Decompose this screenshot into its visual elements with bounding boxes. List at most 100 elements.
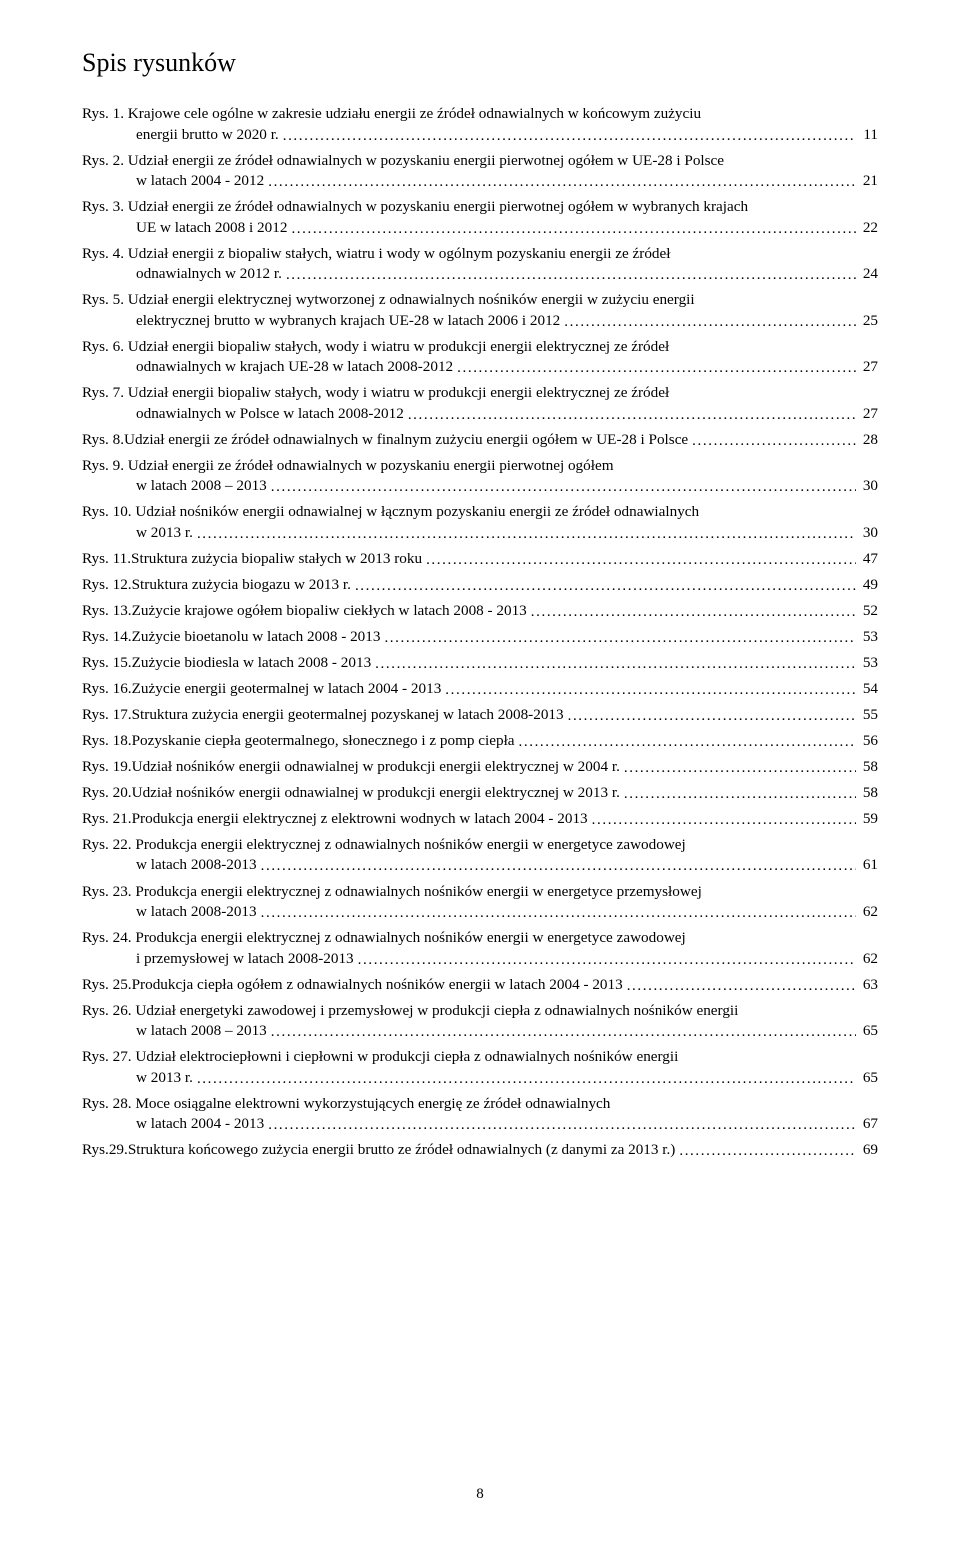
- toc-leader-dots: ........................................…: [257, 856, 856, 876]
- toc-leader-dots: ........................................…: [351, 576, 856, 596]
- toc-entry: Rys. 22. Produkcja energii elektrycznej …: [82, 835, 878, 876]
- toc-entry: Rys. 19. Udział nośników energii odnawia…: [82, 757, 878, 778]
- toc-entry-line2: i przemysłowej w latach 2008-2013.......…: [82, 949, 878, 970]
- toc-entry-text: w latach 2008-2013: [136, 855, 257, 876]
- toc-entry: Rys. 6. Udział energii biopaliw stałych,…: [82, 337, 878, 378]
- toc-leader-dots: ........................................…: [380, 628, 856, 648]
- toc-entry: Rys. 1. Krajowe cele ogólne w zakresie u…: [82, 104, 878, 145]
- toc-leader-dots: ........................................…: [287, 219, 856, 239]
- toc-entry: Rys. 9. Udział energii ze źródeł odnawia…: [82, 456, 878, 497]
- toc-entry-text: w latach 2008 – 2013: [136, 476, 267, 497]
- toc-entry: Rys. 3. Udział energii ze źródeł odnawia…: [82, 197, 878, 238]
- toc-entry-row: Rys. 21. Produkcja energii elektrycznej …: [82, 809, 878, 830]
- toc-entry-row: Rys. 25. Produkcja ciepła ogółem z odnaw…: [82, 975, 878, 996]
- toc-entry-row: Rys. 17. Struktura zużycia energii geote…: [82, 705, 878, 726]
- toc-entry-text: elektrycznej brutto w wybranych krajach …: [136, 311, 560, 332]
- toc-entry-line1: Rys. 23. Produkcja energii elektrycznej …: [82, 882, 878, 903]
- toc-entry: Rys. 12. Struktura zużycia biogazu w 201…: [82, 575, 878, 596]
- toc-entry-line2: w latach 2008-2013......................…: [82, 855, 878, 876]
- toc-entry-row: Rys. 12. Struktura zużycia biogazu w 201…: [82, 575, 878, 596]
- toc-entry-text: Struktura końcowego zużycia energii brut…: [128, 1140, 676, 1161]
- toc-entry-line2: w 2013 r. ..............................…: [82, 1068, 878, 1089]
- toc-entry-text: w 2013 r.: [136, 523, 193, 544]
- toc-entry-page: 69: [856, 1140, 878, 1161]
- toc-leader-dots: ........................................…: [675, 1141, 856, 1161]
- toc-leader-dots: ........................................…: [264, 1115, 856, 1135]
- toc-entry-text: odnawialnych w 2012 r.: [136, 264, 282, 285]
- toc-entry-page: 61: [856, 855, 878, 876]
- toc-entry-label: Rys. 12.: [82, 575, 132, 596]
- toc-entry-line1: Rys. 28. Moce osiągalne elektrowni wykor…: [82, 1094, 878, 1115]
- toc-entry-page: 58: [856, 783, 878, 804]
- toc-entry-page: 67: [856, 1114, 878, 1135]
- toc-leader-dots: ........................................…: [257, 903, 856, 923]
- toc-entry: Rys. 14. Zużycie bioetanolu w latach 200…: [82, 627, 878, 648]
- toc-entry-text: Udział nośników energii odnawialnej w pr…: [132, 757, 620, 778]
- toc-entry-row: Rys. 16. Zużycie energii geotermalnej w …: [82, 679, 878, 700]
- toc-entry-label: Rys. 15.: [82, 653, 132, 674]
- toc-entry-text: UE w latach 2008 i 2012: [136, 218, 287, 239]
- toc-entry-page: 65: [856, 1068, 878, 1089]
- toc-entry-text: w 2013 r.: [136, 1068, 193, 1089]
- toc-entry-page: 21: [856, 171, 878, 192]
- toc-entry-line2: UE w latach 2008 i 2012.................…: [82, 218, 878, 239]
- toc-entry: Rys. 2. Udział energii ze źródeł odnawia…: [82, 151, 878, 192]
- toc-entry-line1: Rys. 22. Produkcja energii elektrycznej …: [82, 835, 878, 856]
- toc-entry-page: 53: [856, 653, 878, 674]
- toc-entry-page: 56: [856, 731, 878, 752]
- toc-entry: Rys. 28. Moce osiągalne elektrowni wykor…: [82, 1094, 878, 1135]
- toc-entry: Rys. 26. Udział energetyki zawodowej i p…: [82, 1001, 878, 1042]
- toc-entry-text: Zużycie bioetanolu w latach 2008 - 2013: [132, 627, 381, 648]
- toc-entry-page: 49: [856, 575, 878, 596]
- toc-entry-text: Produkcja energii elektrycznej z elektro…: [132, 809, 588, 830]
- toc-entry-text: w latach 2004 - 2012: [136, 171, 264, 192]
- toc-leader-dots: ........................................…: [620, 758, 856, 778]
- toc-entry-text: Struktura zużycia biopaliw stałych w 201…: [131, 549, 422, 570]
- toc-entry-label: Rys. 16.: [82, 679, 132, 700]
- toc-entry-line1: Rys. 9. Udział energii ze źródeł odnawia…: [82, 456, 878, 477]
- toc-entry-page: 28: [856, 430, 878, 451]
- toc-entry-row: Rys. 19. Udział nośników energii odnawia…: [82, 757, 878, 778]
- toc-entry: Rys. 24. Produkcja energii elektrycznej …: [82, 928, 878, 969]
- toc-leader-dots: ........................................…: [623, 976, 856, 996]
- toc-entry-page: 59: [856, 809, 878, 830]
- toc-leader-dots: ........................................…: [404, 405, 856, 425]
- toc-entry-line2: odnawialnych w krajach UE-28 w latach 20…: [82, 357, 878, 378]
- toc-entry-page: 27: [856, 404, 878, 425]
- toc-entry: Rys. 5. Udział energii elektrycznej wytw…: [82, 290, 878, 331]
- toc-entry-line2: energii brutto w 2020 r.................…: [82, 125, 878, 146]
- toc-leader-dots: ........................................…: [282, 265, 856, 285]
- toc-leader-dots: ........................................…: [422, 550, 856, 570]
- toc-entry-text: Struktura zużycia energii geotermalnej p…: [132, 705, 564, 726]
- toc-entry: Rys. 25. Produkcja ciepła ogółem z odnaw…: [82, 975, 878, 996]
- toc-entry-page: 27: [856, 357, 878, 378]
- toc-entry-line1: Rys. 4. Udział energii z biopaliw stałyc…: [82, 244, 878, 265]
- toc-entry-page: 55: [856, 705, 878, 726]
- toc-entry: Rys. 27. Udział elektrociepłowni i ciepł…: [82, 1047, 878, 1088]
- toc-entry: Rys. 21. Produkcja energii elektrycznej …: [82, 809, 878, 830]
- toc-entry-page: 62: [856, 902, 878, 923]
- toc-entry-text: w latach 2004 - 2013: [136, 1114, 264, 1135]
- toc-entry-label: Rys.29.: [82, 1140, 128, 1161]
- toc-title: Spis rysunków: [82, 48, 878, 78]
- toc-entry-page: 65: [856, 1021, 878, 1042]
- toc-entry-page: 54: [856, 679, 878, 700]
- toc-entry-page: 30: [856, 523, 878, 544]
- toc-entry: Rys. 20. Udział nośników energii odnawia…: [82, 783, 878, 804]
- document-page: Spis rysunków Rys. 1. Krajowe cele ogóln…: [0, 0, 960, 1543]
- toc-entry-text: Zużycie krajowe ogółem biopaliw ciekłych…: [132, 601, 527, 622]
- toc-entry: Rys. 23. Produkcja energii elektrycznej …: [82, 882, 878, 923]
- toc-entry-line1: Rys. 10. Udział nośników energii odnawia…: [82, 502, 878, 523]
- toc-leader-dots: ........................................…: [620, 784, 856, 804]
- toc-leader-dots: ........................................…: [279, 126, 856, 146]
- toc-entry: Rys. 13. Zużycie krajowe ogółem biopaliw…: [82, 601, 878, 622]
- toc-entry-text: energii brutto w 2020 r.: [136, 125, 279, 146]
- toc-entry-row: Rys. 14. Zużycie bioetanolu w latach 200…: [82, 627, 878, 648]
- toc-entry-page: 30: [856, 476, 878, 497]
- toc-entry-page: 58: [856, 757, 878, 778]
- toc-entry: Rys. 8. Udział energii ze źródeł odnawia…: [82, 430, 878, 451]
- toc-leader-dots: ........................................…: [371, 654, 856, 674]
- toc-entry-page: 52: [856, 601, 878, 622]
- toc-entry: Rys. 10. Udział nośników energii odnawia…: [82, 502, 878, 543]
- toc-entry-text: Zużycie energii geotermalnej w latach 20…: [132, 679, 442, 700]
